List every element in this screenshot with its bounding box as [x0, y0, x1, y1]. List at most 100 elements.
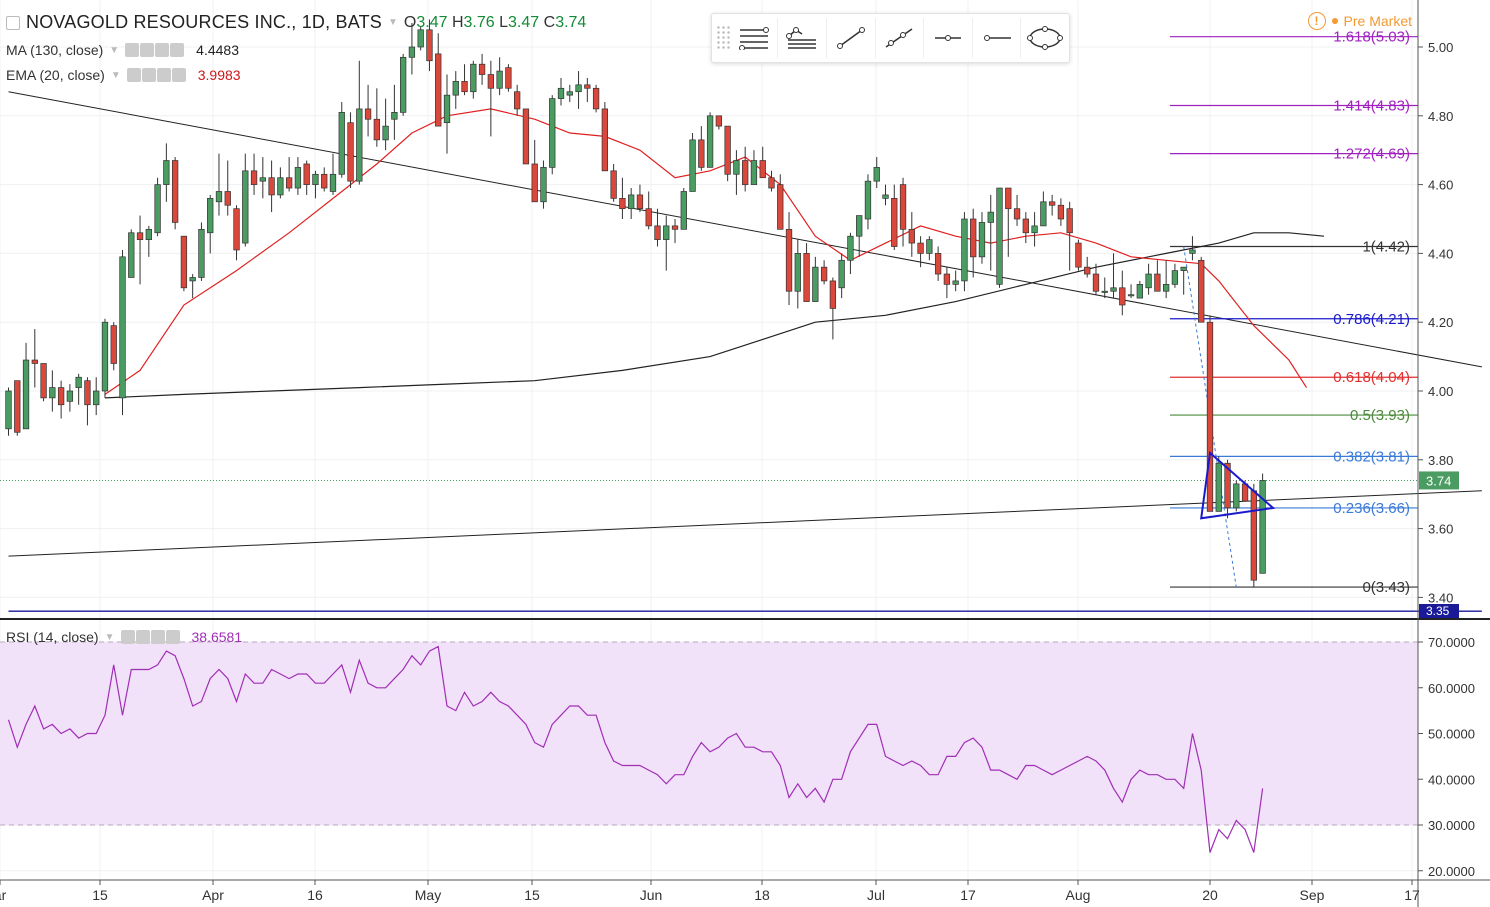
eye-icon[interactable]	[126, 68, 141, 82]
candle	[277, 177, 284, 196]
candle	[356, 108, 363, 182]
candle	[768, 177, 775, 189]
fib-retracement-icon[interactable]	[730, 18, 779, 58]
plus-icon[interactable]	[155, 43, 170, 57]
trend-line	[8, 91, 1482, 368]
horizontal-ray-icon[interactable]	[973, 18, 1022, 58]
x-tick-label: May	[415, 887, 441, 903]
candle	[391, 112, 398, 120]
candle	[566, 91, 573, 96]
candle	[435, 53, 442, 127]
close-icon[interactable]	[171, 68, 186, 82]
candle	[408, 46, 416, 58]
candle	[1206, 321, 1214, 512]
ema-value: 3.9983	[197, 67, 241, 83]
horizontal-line-icon[interactable]	[924, 18, 973, 58]
candle	[917, 242, 924, 254]
candle	[812, 266, 819, 302]
candle	[934, 253, 942, 275]
candle	[461, 81, 468, 93]
candle	[242, 170, 249, 244]
y-tick-label: 30.0000	[1428, 818, 1475, 833]
candle	[987, 211, 994, 223]
y-tick-label: 3.80	[1428, 453, 1453, 468]
ray-icon[interactable]	[876, 18, 925, 58]
x-tick-label: 20	[1202, 887, 1218, 903]
candle	[856, 215, 863, 237]
x-tick-label: ar	[0, 887, 7, 903]
chevron-down-icon[interactable]: ▼	[388, 17, 398, 28]
gear-icon[interactable]	[140, 43, 155, 57]
candle	[557, 87, 565, 99]
premarket-status: ! Pre Market	[1307, 12, 1412, 30]
candle	[1092, 273, 1100, 292]
candle	[1224, 462, 1231, 509]
triangle-pattern	[1200, 450, 1276, 520]
candle	[1066, 208, 1073, 234]
candle	[198, 228, 205, 278]
candle	[698, 139, 705, 168]
trend-line-icon[interactable]	[827, 18, 876, 58]
candle	[1259, 480, 1266, 574]
candle	[996, 187, 1003, 285]
grip-icon[interactable]	[716, 25, 730, 51]
y-tick-label: 50.0000	[1428, 727, 1475, 742]
warning-icon[interactable]: !	[1307, 12, 1326, 30]
x-tick-label: Sep	[1300, 887, 1325, 903]
collapse-legend-icon[interactable]	[6, 15, 20, 30]
premarket-label: Pre Market	[1343, 13, 1412, 29]
y-tick-label: 60.0000	[1428, 681, 1475, 696]
candle	[891, 198, 898, 247]
candle	[899, 184, 907, 230]
candle	[592, 87, 600, 110]
gear-icon[interactable]	[135, 630, 150, 644]
indicator-controls[interactable]	[125, 43, 185, 57]
eye-icon[interactable]	[125, 43, 140, 57]
chevron-down-icon[interactable]: ▼	[104, 631, 115, 643]
candle	[733, 160, 740, 175]
candle	[470, 63, 477, 93]
ellipse-icon[interactable]	[1021, 18, 1069, 58]
main-legend: NOVAGOLD RESOURCES INC., 1D, BATS ▼ O3.4…	[6, 12, 586, 33]
candle	[970, 218, 977, 258]
indicator-controls[interactable]	[126, 68, 186, 82]
close-icon[interactable]	[170, 43, 185, 57]
eye-icon[interactable]	[120, 630, 135, 644]
candle	[1198, 259, 1205, 323]
plus-icon[interactable]	[156, 68, 171, 82]
candle	[549, 98, 556, 168]
candle	[785, 228, 793, 292]
candle	[294, 167, 302, 189]
rsi-value: 38.6581	[191, 629, 243, 645]
candle	[742, 160, 749, 185]
y-tick-label: 4.00	[1428, 384, 1453, 399]
candle	[180, 235, 188, 289]
x-tick-label: Jul	[867, 887, 885, 903]
close-icon[interactable]	[165, 630, 180, 644]
fib-level-label: 1(4.42)	[1362, 239, 1410, 256]
x-tick-label: Apr	[202, 887, 224, 903]
candle	[1110, 287, 1117, 292]
indicator-controls[interactable]	[120, 630, 180, 644]
candle	[610, 170, 617, 199]
chevron-down-icon[interactable]: ▼	[109, 44, 120, 56]
candle	[400, 56, 407, 113]
candle	[645, 208, 652, 227]
ma-value: 4.4483	[196, 42, 239, 58]
candle	[57, 387, 65, 406]
candle	[864, 180, 872, 220]
candle	[540, 167, 547, 203]
y-tick-label: 40.0000	[1428, 772, 1475, 787]
ema-label: EMA (20, close)	[6, 67, 105, 83]
candle	[154, 184, 161, 234]
gear-icon[interactable]	[141, 68, 156, 82]
plus-icon[interactable]	[150, 630, 165, 644]
y-tick-label: 4.20	[1428, 315, 1453, 330]
trend-based-fib-icon[interactable]	[778, 18, 828, 58]
chevron-down-icon[interactable]: ▼	[110, 69, 121, 81]
status-dot-icon	[1331, 18, 1338, 24]
x-tick-label: 17	[960, 887, 976, 903]
rsi-legend: RSI (14, close) ▼ 38.6581	[6, 629, 242, 645]
candle	[40, 363, 47, 399]
